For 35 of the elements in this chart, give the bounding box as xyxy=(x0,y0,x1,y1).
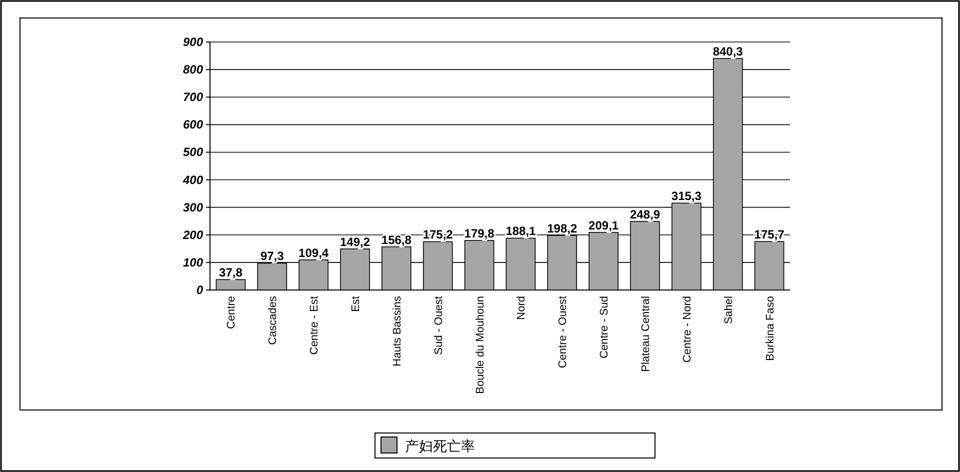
data-label: 248,9 xyxy=(630,207,660,222)
x-tick-label: Centre - Ouest xyxy=(557,296,570,368)
x-tick-label: Sahel xyxy=(722,296,735,324)
x-tick-label: Centre - Nord xyxy=(681,296,694,363)
y-tick-label: 400 xyxy=(182,172,204,187)
legend-label: 产妇死亡率 xyxy=(405,439,475,455)
y-tick-label: 500 xyxy=(182,145,204,160)
x-tick-label: Nord xyxy=(516,296,528,320)
data-label: 149,2 xyxy=(340,234,370,249)
y-tick-label: 200 xyxy=(182,228,204,242)
x-tick-label: Centre xyxy=(226,296,238,330)
x-tick-label: Est xyxy=(350,296,362,312)
x-tick-label: Sud - Ouest xyxy=(432,296,445,355)
x-tick-label: Cascades xyxy=(267,296,280,345)
x-tick-label: Centre - Est xyxy=(308,296,321,355)
x-tick-label: Burkina Faso xyxy=(764,296,776,361)
data-label: 209,1 xyxy=(588,218,619,232)
data-label: 315,3 xyxy=(671,189,702,204)
y-tick-label: 600 xyxy=(182,118,204,132)
data-label: 109,4 xyxy=(298,246,329,260)
x-tick-label: Plateau Central xyxy=(640,296,652,372)
y-tick-label: 100 xyxy=(182,255,204,270)
data-label: 97,3 xyxy=(260,249,284,264)
y-tick-label: 0 xyxy=(196,283,204,297)
data-label: 198,2 xyxy=(547,221,578,236)
data-label: 156,8 xyxy=(381,232,412,247)
y-tick-label: 800 xyxy=(182,62,204,77)
x-tick-label: Hauts Bassins xyxy=(391,296,404,366)
x-tick-label: Centre - Sud xyxy=(598,296,611,358)
data-label: 37,8 xyxy=(219,266,243,280)
x-tick-label: Boucle du Mouhoun xyxy=(474,296,486,394)
y-tick-label: 900 xyxy=(182,35,204,49)
y-tick-label: 300 xyxy=(182,200,204,214)
y-tick-label: 700 xyxy=(182,90,204,104)
data-label: 840,3 xyxy=(712,44,744,58)
